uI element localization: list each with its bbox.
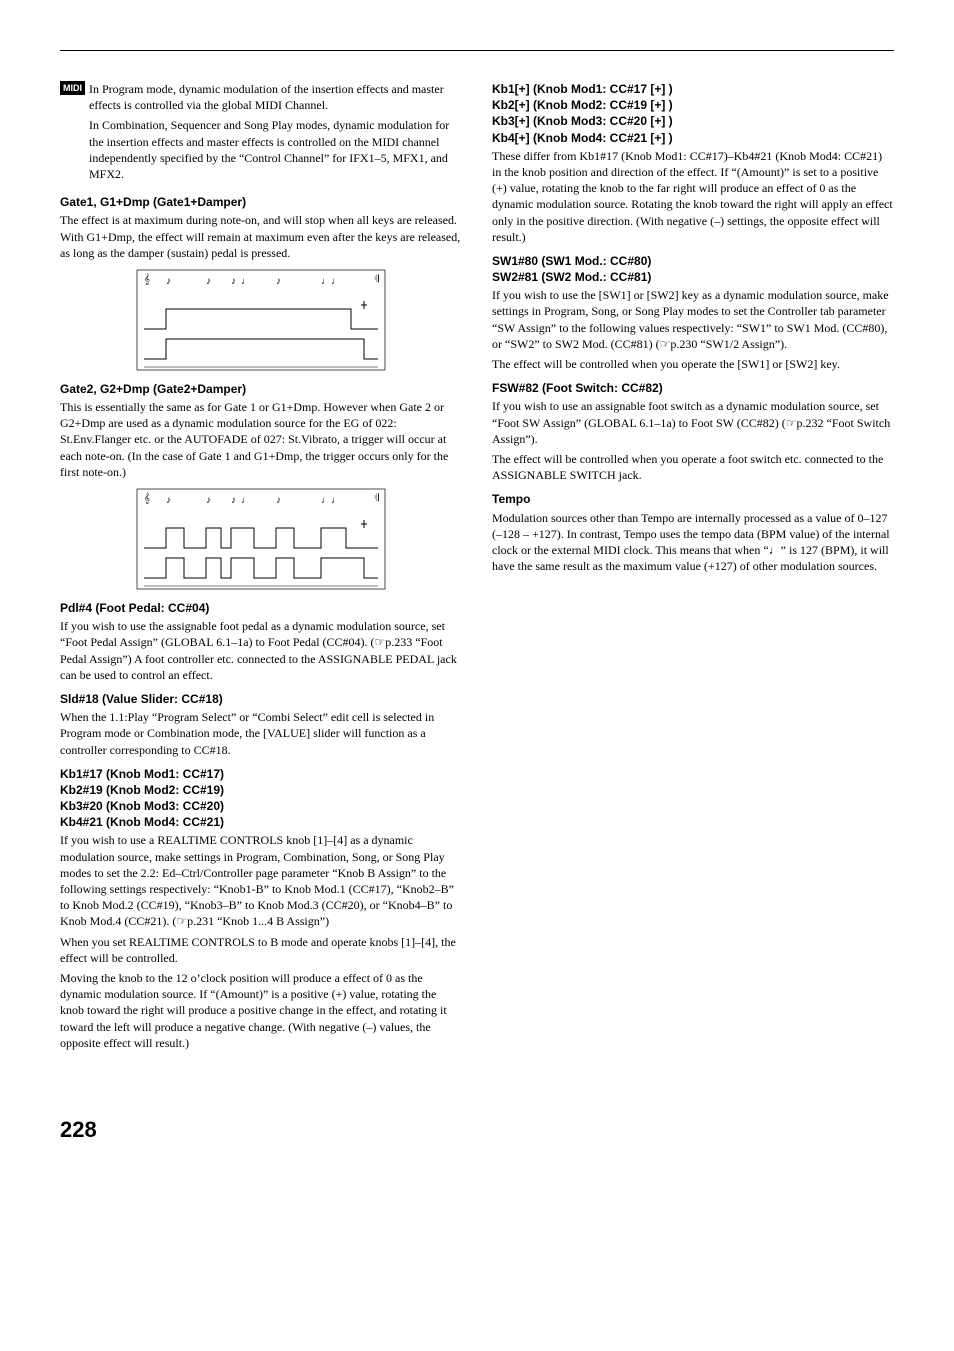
kb-heading-3: Kb3#20 (Knob Mod3: CC#20): [60, 798, 462, 814]
gate1-heading: Gate1, G1+Dmp (Gate1+Damper): [60, 194, 462, 210]
svg-text:♩: ♩: [241, 495, 251, 506]
svg-text:𝄇: 𝄇: [374, 274, 379, 285]
top-rule: [60, 50, 894, 51]
page-number: 228: [60, 1115, 894, 1145]
kbp-heading-1: Kb1[+] (Knob Mod1: CC#17 [+] ): [492, 81, 894, 97]
content-columns: MIDI In Program mode, dynamic modulation…: [60, 81, 894, 1055]
pdl-heading: Pdl#4 (Foot Pedal: CC#04): [60, 600, 462, 616]
svg-text:♩: ♩: [321, 276, 331, 287]
kbp-heading-3: Kb3[+] (Knob Mod3: CC#20 [+] ): [492, 113, 894, 129]
svg-text:♪: ♪: [276, 495, 281, 506]
gate2-body: This is essentially the same as for Gate…: [60, 399, 462, 480]
sw-body-1: If you wish to use the [SW1] or [SW2] ke…: [492, 287, 894, 352]
kbp-heading-2: Kb2[+] (Knob Mod2: CC#19 [+] ): [492, 97, 894, 113]
kbp-body: These differ from Kb1#17 (Knob Mod1: CC#…: [492, 148, 894, 245]
tempo-body: Modulation sources other than Tempo are …: [492, 510, 894, 575]
intro-paragraph-1: In Program mode, dynamic modulation of t…: [89, 81, 462, 113]
gate1-diagram: 𝄞 ♪ ♪ ♪♩ ♪ ♩♩ 𝄇: [136, 269, 386, 371]
left-column: MIDI In Program mode, dynamic modulation…: [60, 81, 462, 1055]
fsw-body-1: If you wish to use an assignable foot sw…: [492, 398, 894, 447]
intro-paragraph-2: In Combination, Sequencer and Song Play …: [89, 117, 462, 182]
sw-heading-1: SW1#80 (SW1 Mod.: CC#80): [492, 253, 894, 269]
fsw-heading: FSW#82 (Foot Switch: CC#82): [492, 380, 894, 396]
kb-body-2: When you set REALTIME CONTROLS to B mode…: [60, 934, 462, 966]
sw-body-2: The effect will be controlled when you o…: [492, 356, 894, 372]
midi-icon: MIDI: [60, 81, 85, 95]
kbp-heading-4: Kb4[+] (Knob Mod4: CC#21 [+] ): [492, 130, 894, 146]
svg-text:♪: ♪: [231, 495, 236, 506]
right-column: Kb1[+] (Knob Mod1: CC#17 [+] ) Kb2[+] (K…: [492, 81, 894, 1055]
sw-heading-2: SW2#81 (SW2 Mod.: CC#81): [492, 269, 894, 285]
svg-text:♪: ♪: [206, 495, 211, 506]
fsw-body-2: The effect will be controlled when you o…: [492, 451, 894, 483]
svg-text:♩: ♩: [241, 276, 251, 287]
sld-heading: Sld#18 (Value Slider: CC#18): [60, 691, 462, 707]
svg-text:𝄞: 𝄞: [144, 492, 150, 504]
midi-intro: MIDI In Program mode, dynamic modulation…: [60, 81, 462, 186]
sld-body: When the 1.1:Play “Program Select” or “C…: [60, 709, 462, 758]
kb-heading-2: Kb2#19 (Knob Mod2: CC#19): [60, 782, 462, 798]
svg-text:♪: ♪: [166, 495, 171, 506]
svg-text:♩: ♩: [321, 495, 331, 506]
kb-body-3: Moving the knob to the 12 o’clock positi…: [60, 970, 462, 1051]
svg-text:♩: ♩: [331, 276, 341, 287]
svg-text:♪: ♪: [206, 276, 211, 287]
gate1-body: The effect is at maximum during note-on,…: [60, 212, 462, 261]
svg-text:♩: ♩: [331, 495, 341, 506]
kb-body-1: If you wish to use a REALTIME CONTROLS k…: [60, 832, 462, 929]
svg-text:♪: ♪: [231, 276, 236, 287]
svg-text:𝄞: 𝄞: [144, 273, 150, 285]
kb-heading-4: Kb4#21 (Knob Mod4: CC#21): [60, 814, 462, 830]
svg-text:♪: ♪: [166, 276, 171, 287]
pdl-body: If you wish to use the assignable foot p…: [60, 618, 462, 683]
kb-heading-1: Kb1#17 (Knob Mod1: CC#17): [60, 766, 462, 782]
svg-text:𝄇: 𝄇: [374, 493, 379, 504]
gate2-heading: Gate2, G2+Dmp (Gate2+Damper): [60, 381, 462, 397]
tempo-heading: Tempo: [492, 491, 894, 507]
gate2-diagram: 𝄞 ♪ ♪ ♪♩ ♪ ♩♩ 𝄇: [136, 488, 386, 590]
svg-text:♪: ♪: [276, 276, 281, 287]
